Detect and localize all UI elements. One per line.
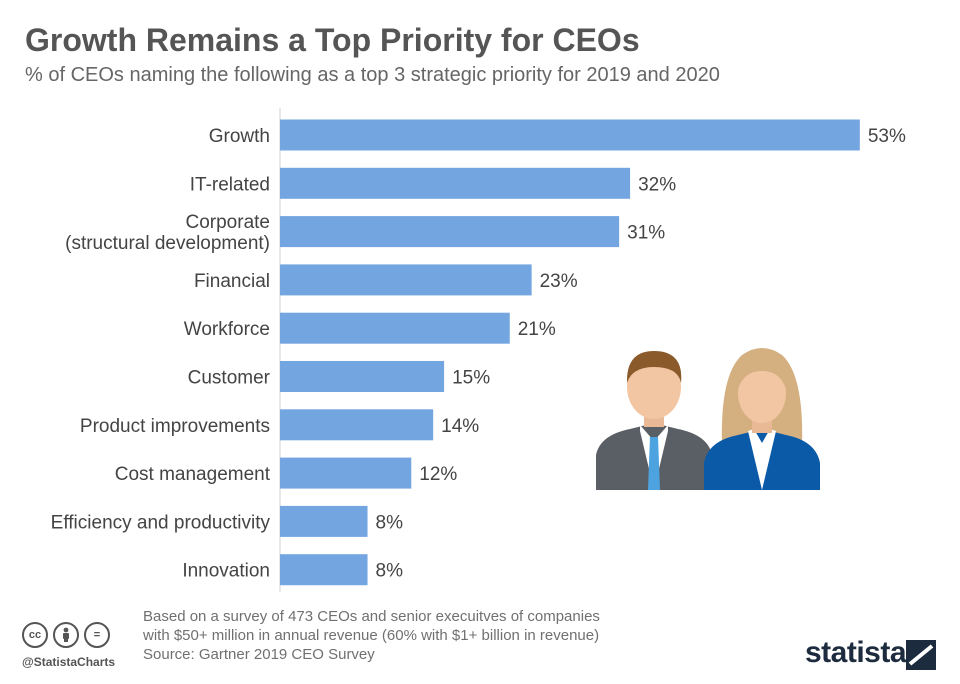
bar bbox=[280, 554, 368, 586]
footer-source: Source: Gartner 2019 CEO Survey bbox=[143, 646, 375, 663]
category-label: Innovation bbox=[182, 561, 270, 582]
value-label: 31% bbox=[627, 223, 665, 244]
by-icon bbox=[53, 622, 79, 648]
statista-logo-text: statista bbox=[805, 636, 907, 669]
ceo-people-illustration bbox=[596, 348, 820, 490]
category-label: Growth bbox=[209, 126, 270, 147]
category-label: Efficiency and productivity bbox=[51, 512, 271, 533]
bar bbox=[280, 505, 368, 537]
category-label: IT-related bbox=[190, 174, 270, 195]
value-label: 32% bbox=[638, 174, 676, 195]
bar bbox=[280, 119, 860, 151]
value-label: 53% bbox=[868, 126, 906, 147]
bar bbox=[280, 264, 532, 296]
category-label: Product improvements bbox=[80, 416, 270, 437]
bar bbox=[280, 167, 631, 199]
value-label: 8% bbox=[376, 512, 404, 533]
chart-subtitle: % of CEOs naming the following as a top … bbox=[25, 64, 720, 86]
value-label: 8% bbox=[376, 561, 404, 582]
value-label: 14% bbox=[441, 416, 479, 437]
category-label: Workforce bbox=[184, 319, 270, 340]
value-label: 23% bbox=[540, 271, 578, 292]
bar bbox=[280, 457, 412, 489]
footer-note-line-2: with $50+ million in annual revenue (60%… bbox=[143, 627, 600, 644]
cc-license-icons: cc = bbox=[22, 622, 110, 648]
value-label: 12% bbox=[419, 464, 457, 485]
nd-icon: = bbox=[84, 622, 110, 648]
statista-logo-icon bbox=[906, 640, 936, 670]
category-label: Financial bbox=[194, 271, 270, 292]
bar bbox=[280, 312, 510, 344]
chart-title: Growth Remains a Top Priority for CEOs bbox=[25, 22, 640, 58]
bar bbox=[280, 361, 445, 392]
cc-icon: cc bbox=[22, 622, 48, 648]
bar bbox=[280, 216, 620, 248]
bar bbox=[280, 409, 434, 441]
footer-note-line-1: Based on a survey of 473 CEOs and senior… bbox=[143, 608, 600, 625]
value-label: 21% bbox=[518, 319, 556, 340]
category-label: Corporate (structural development) bbox=[65, 212, 270, 254]
social-handle: @StatistaCharts bbox=[22, 655, 116, 669]
category-label: Customer bbox=[188, 368, 271, 389]
footer-note: Based on a survey of 473 CEOs and senior… bbox=[143, 607, 600, 664]
category-label: Cost management bbox=[115, 464, 271, 485]
value-label: 15% bbox=[452, 368, 490, 389]
